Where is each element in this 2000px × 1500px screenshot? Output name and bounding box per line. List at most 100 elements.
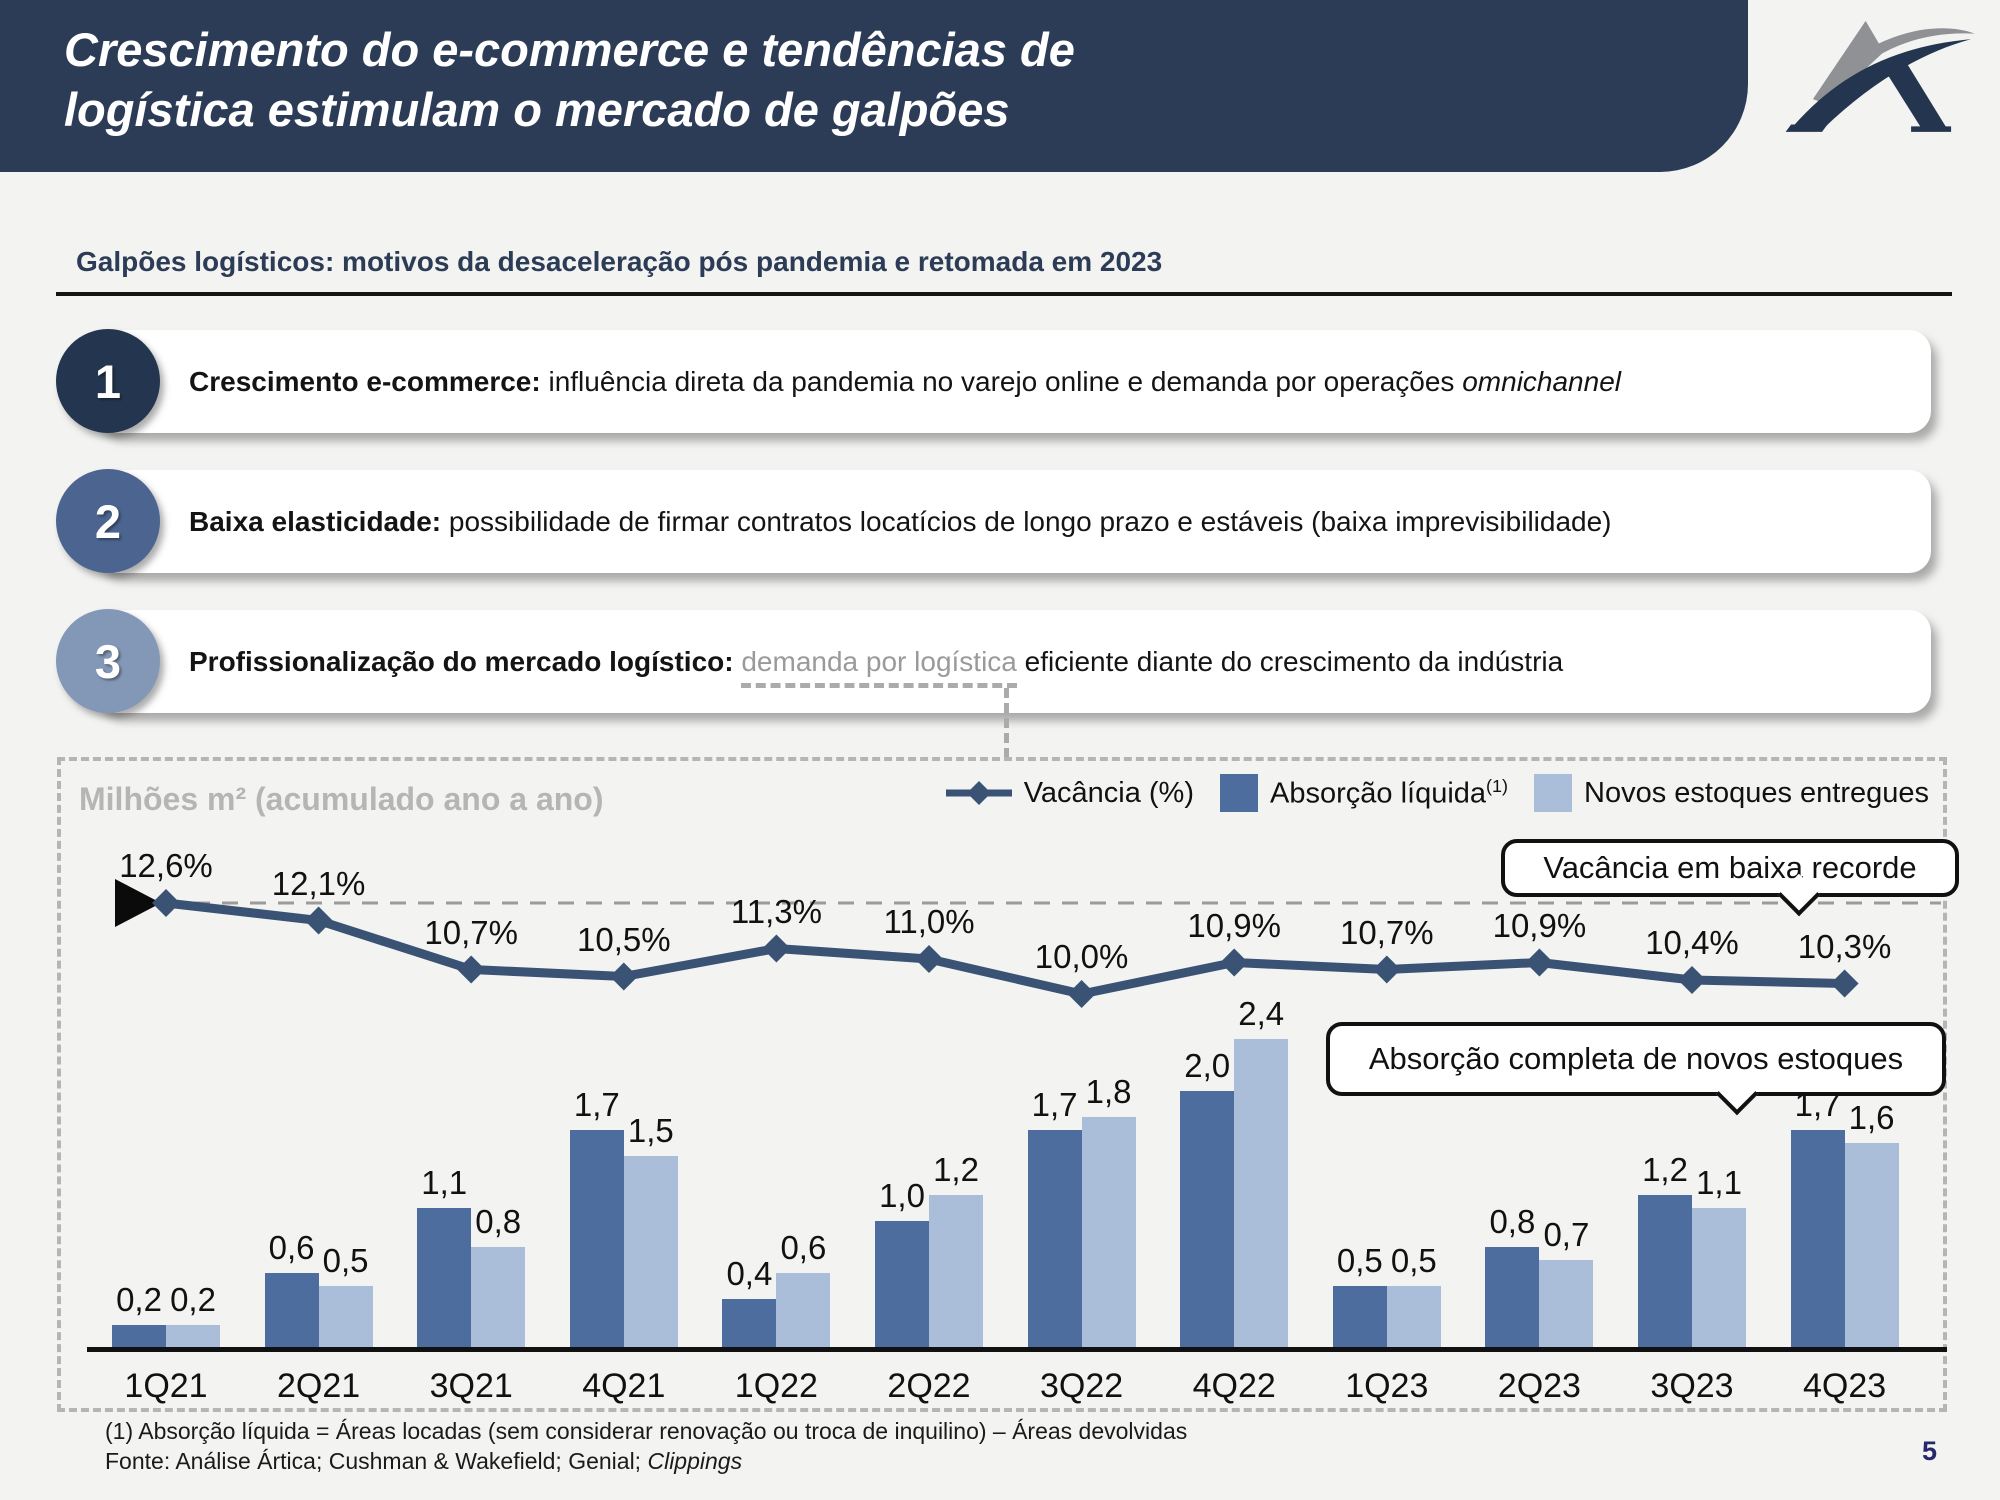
bar-absorcao-liquida [722, 1299, 777, 1351]
line-point-marker [762, 934, 791, 963]
footnote-source: Fonte: Análise Ártica; Cushman & Wakefie… [105, 1448, 743, 1474]
item-3-text: Profissionalização do mercado logístico:… [189, 645, 1563, 688]
footnote-definition: (1) Absorção líquida = Áreas locadas (se… [105, 1418, 1188, 1444]
line-point-label: 10,7% [1340, 913, 1434, 951]
line-start-arrow-icon [115, 879, 161, 927]
line-point-label: 10,7% [424, 913, 518, 951]
line-point-marker [152, 889, 180, 917]
item-2-lead: Baixa elasticidade: [189, 505, 442, 537]
bar-novos-estoques [929, 1195, 983, 1351]
bar-value-label-novos: 1,1 [1696, 1164, 1742, 1201]
vacancy-line-chart [115, 879, 1941, 1008]
line-point-label: 10,3% [1797, 927, 1892, 965]
bar-novos-estoques [318, 1286, 373, 1351]
bars-and-labels-layer: 0,2 0,2 1Q21 12,6% 0,6 0,5 2Q21 12,1% 1,1 0,8 3Q21… [61, 761, 1943, 1408]
bar-value-label-absorcao: 1,7 [1031, 1086, 1078, 1123]
item-card-3: Profissionalização do mercado logístico:… [95, 610, 1931, 713]
highlighted-phrase: demanda por logística [741, 645, 1017, 688]
x-axis-line [87, 1347, 1947, 1352]
line-point-marker [1525, 948, 1554, 977]
line-point-marker [304, 906, 333, 935]
bar-value-label-novos: 2,4 [1238, 995, 1285, 1032]
item-2-text: Baixa elasticidade: possibilidade de fir… [189, 505, 1612, 537]
item-1-text: Crescimento e-commerce: influência diret… [189, 365, 1621, 397]
x-axis-category-label: 2Q23 [1497, 1367, 1581, 1405]
bar-value-label-absorcao: 0,6 [268, 1229, 315, 1266]
legend-item-absorcao: Absorção líquida(1) [1220, 774, 1508, 812]
callout-vacancia-baixa-recorde: Vacância em baixa recorde [1501, 839, 1959, 917]
bar-novos-estoques [166, 1325, 220, 1351]
bar-novos-estoques [1234, 1039, 1289, 1351]
bar-novos-estoques [471, 1247, 526, 1351]
bar-novos-estoques [1844, 1143, 1899, 1351]
bar-value-label-absorcao: 1,2 [1642, 1151, 1688, 1188]
bar-absorcao-liquida [1485, 1247, 1540, 1351]
line-point-label: 12,6% [119, 847, 213, 884]
line-point-marker [1830, 969, 1859, 998]
item-card-2: Baixa elasticidade: possibilidade de fir… [95, 470, 1931, 573]
section-heading: Galpões logísticos: motivos da desaceler… [76, 246, 1163, 277]
legend-label-novos-estoques: Novos estoques entregues [1584, 776, 1929, 809]
line-point-marker [1220, 948, 1249, 977]
chart-legend: Vacância (%) Absorção líquida(1) Novos e… [945, 774, 1929, 812]
page-title-line-2: logística estimulam o mercado de galpões [64, 83, 1010, 137]
bar-absorcao-liquida [1027, 1130, 1082, 1351]
bar-novos-estoques [1539, 1260, 1594, 1351]
item-3-lead: Profissionalização do mercado logístico: [189, 645, 734, 677]
line-point-label: 11,3% [730, 892, 822, 930]
bar-value-label-novos: 0,5 [322, 1242, 369, 1279]
item-2-number-badge: 2 [56, 469, 160, 573]
line-point-label: 10,4% [1645, 924, 1739, 961]
x-axis-category-label: 1Q21 [124, 1367, 208, 1405]
bar-value-label-absorcao: 0,4 [726, 1255, 773, 1292]
bar-value-label-novos: 0,6 [780, 1229, 827, 1266]
bar-value-label-novos: 1,5 [627, 1112, 674, 1149]
bar-value-label-absorcao: 1,1 [421, 1164, 468, 1201]
bar-novos-estoques [1081, 1117, 1136, 1351]
x-axis-category-label: 2Q22 [887, 1367, 971, 1405]
x-axis-category-label: 2Q21 [277, 1367, 361, 1405]
legend-label-vacancia: Vacância (%) [1023, 776, 1194, 809]
line-point-marker [609, 962, 638, 991]
line-point-label: 11,0% [883, 903, 975, 940]
artica-logo [1785, 20, 1975, 132]
vacancy-line [165, 898, 1845, 999]
line-point-label: 10,9% [1187, 906, 1281, 944]
bar-absorcao-liquida [1638, 1195, 1692, 1351]
header-banner: Crescimento do e-commerce e tendências d… [0, 0, 1748, 172]
legend-item-novos-estoques: Novos estoques entregues [1534, 774, 1929, 812]
legend-label-absorcao: Absorção líquida(1) [1270, 775, 1508, 810]
bar-series-swatch-icon [1534, 774, 1572, 812]
bar-novos-estoques [1692, 1208, 1746, 1351]
bar-absorcao-liquida [264, 1273, 319, 1351]
chart-unit-label: Milhões m² (acumulado ano a ano) [79, 781, 604, 817]
line-point-marker [457, 955, 486, 984]
bar-absorcao-liquida [112, 1325, 166, 1351]
bar-novos-estoques [776, 1273, 831, 1351]
bar-value-label-novos: 1,6 [1848, 1099, 1895, 1136]
x-axis-category-label: 4Q21 [582, 1367, 666, 1405]
bar-novos-estoques [1386, 1286, 1441, 1351]
line-point-label: 12,1% [271, 864, 366, 902]
line-point-label: 10,9% [1492, 906, 1587, 944]
line-point-marker [1067, 980, 1096, 1008]
x-axis-category-label: 3Q21 [429, 1367, 513, 1405]
legend-item-vacancia: Vacância (%) [945, 776, 1194, 810]
item-1-number-badge: 1 [56, 329, 160, 433]
item-1-italic: omnichannel [1462, 365, 1621, 397]
bar-value-label-novos: 0,5 [1390, 1242, 1437, 1279]
bar-absorcao-liquida [875, 1221, 929, 1351]
line-point-label: 10,5% [577, 920, 671, 958]
bar-value-label-absorcao: 1,0 [879, 1177, 925, 1214]
page-number: 5 [1922, 1436, 1938, 1466]
item-1-lead: Crescimento e-commerce: [189, 365, 541, 397]
x-axis-category-label: 1Q22 [734, 1367, 818, 1405]
bar-value-label-novos: 0,7 [1543, 1216, 1590, 1253]
bar-value-label-novos: 0,8 [475, 1203, 522, 1240]
connector-dashed-line [1004, 688, 1009, 758]
bar-absorcao-liquida [569, 1130, 624, 1351]
bar-value-label-novos: 1,8 [1085, 1073, 1132, 1110]
page-title: Crescimento do e-commerce e tendências d… [64, 20, 1075, 140]
bar-absorcao-liquida [1180, 1091, 1235, 1351]
